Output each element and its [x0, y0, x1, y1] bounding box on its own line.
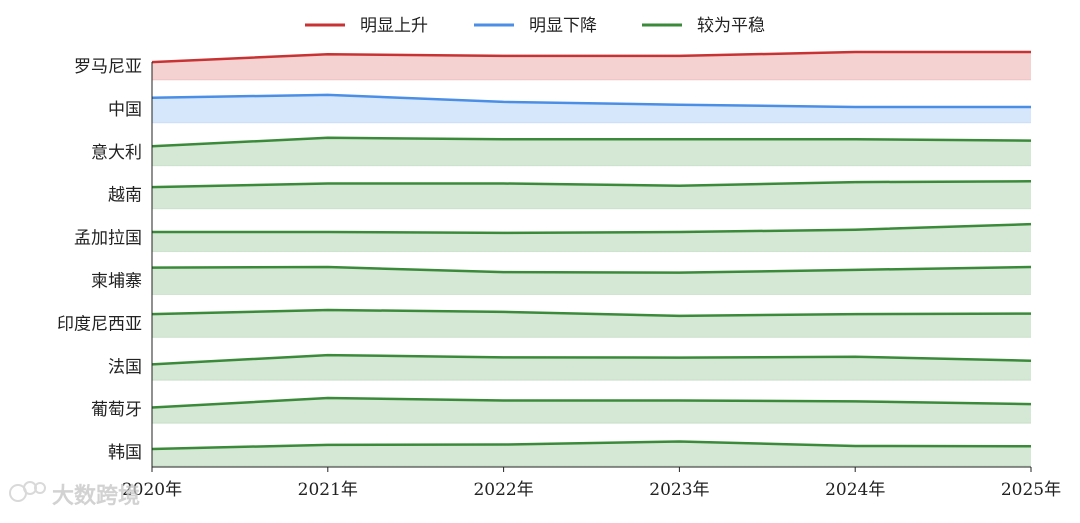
ridge-area	[152, 138, 1031, 166]
ridge-中国: 中国	[108, 95, 1031, 123]
ridge-印度尼西亚: 印度尼西亚	[57, 310, 1031, 337]
ridge-孟加拉国: 孟加拉国	[74, 224, 1031, 251]
ridge-area	[152, 95, 1031, 123]
row-label: 罗马尼亚	[74, 57, 142, 77]
row-label: 意大利	[91, 143, 142, 163]
ridge-法国: 法国	[108, 355, 1031, 380]
watermark: 大数跨境	[10, 482, 140, 509]
x-tick-label: 2021年	[298, 480, 358, 500]
row-label: 印度尼西亚	[57, 314, 142, 334]
ridge-越南: 越南	[108, 181, 1031, 208]
legend-item-down: 明显下降	[474, 16, 597, 36]
ridge-韩国: 韩国	[108, 441, 1031, 466]
legend-item-flat: 较为平稳	[642, 16, 765, 36]
legend-label: 明显上升	[360, 16, 428, 36]
legend-label: 较为平稳	[697, 16, 765, 36]
x-tick-label: 2023年	[649, 480, 709, 500]
row-label: 法国	[108, 357, 142, 377]
row-label: 韩国	[108, 443, 142, 463]
ridge-柬埔寨: 柬埔寨	[91, 267, 1031, 294]
ridge-意大利: 意大利	[91, 138, 1031, 166]
legend-label: 明显下降	[529, 16, 597, 36]
row-label: 越南	[108, 186, 142, 206]
legend-item-up: 明显上升	[305, 16, 428, 36]
row-label: 葡萄牙	[91, 400, 142, 420]
x-tick-label: 2024年	[825, 480, 885, 500]
ridge-罗马尼亚: 罗马尼亚	[74, 52, 1031, 80]
weibo-style-logo-icon	[10, 482, 45, 501]
row-label: 孟加拉国	[74, 229, 142, 249]
row-label: 柬埔寨	[91, 272, 142, 292]
x-tick-label: 2022年	[473, 480, 533, 500]
x-tick-label: 2025年	[1001, 480, 1061, 500]
ridge-葡萄牙: 葡萄牙	[91, 398, 1031, 423]
watermark-text: 大数跨境	[52, 483, 140, 509]
legend: 明显上升 明显下降 较为平稳	[305, 16, 765, 36]
row-label: 中国	[108, 100, 142, 120]
